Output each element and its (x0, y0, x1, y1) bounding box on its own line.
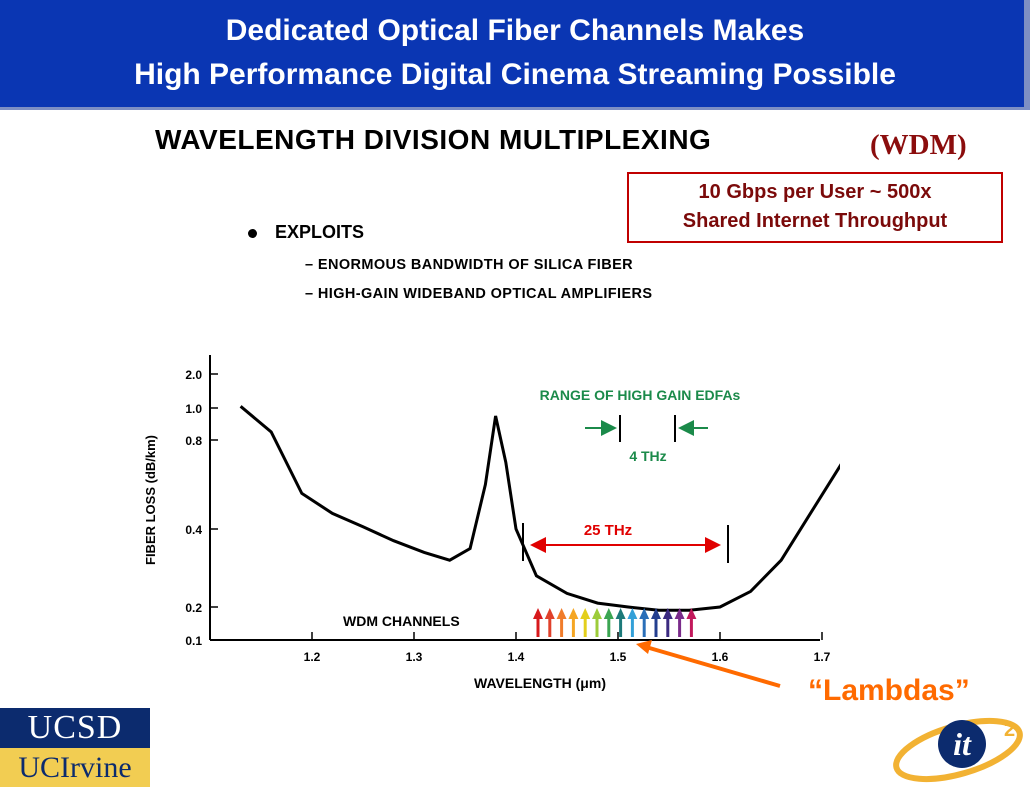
edfa-range-label: RANGE OF HIGH GAIN EDFAs (540, 387, 741, 403)
uci-logo: UCIrvine (0, 748, 150, 787)
bullet-label: EXPLOITS (275, 222, 365, 242)
wdm-channel-arrow (686, 608, 697, 637)
y-axis-label: FIBER LOSS (dB/km) (143, 435, 158, 565)
wdm-channel-arrows (533, 608, 697, 637)
fiber-loss-curve (239, 405, 840, 612)
wdm-channel-arrow (627, 608, 638, 637)
wdm-channel-arrow (603, 608, 614, 637)
x-tick-label: 1.7 (814, 650, 831, 664)
logo-it-text: it (953, 726, 972, 762)
y-tick-label: 2.0 (185, 368, 202, 382)
y-tick-label: 0.2 (185, 601, 202, 615)
wdm-channel-arrow (580, 608, 591, 637)
x-tick-label: 1.2 (304, 650, 321, 664)
ucsd-logo: UCSD (0, 708, 150, 748)
x-tick-label: 1.3 (406, 650, 423, 664)
lambdas-pointer-arrowhead (636, 640, 652, 654)
sub-bullet-1: – ENORMOUS BANDWIDTH OF SILICA FIBER (305, 257, 634, 273)
bullet-exploits: EXPLOITS (248, 222, 364, 243)
wdm-channels-label: WDM CHANNELS (343, 613, 460, 629)
wdm-channel-arrow (662, 608, 673, 637)
bullet-dot-icon (248, 228, 257, 238)
callout-line-2: Shared Internet Throughput (682, 210, 948, 232)
wdm-abbreviation: (WDM) (870, 129, 967, 161)
wdm-channel-arrow (639, 608, 650, 637)
y-tick-label: 1.0 (185, 402, 202, 416)
y-tick-label: 0.8 (185, 434, 202, 448)
wdm-channel-arrow (568, 608, 579, 637)
wdm-channel-arrow (544, 608, 555, 637)
title-bar: Dedicated Optical Fiber Channels Makes H… (0, 0, 1030, 110)
wdm-channel-arrow (533, 608, 543, 637)
x-tick-label: 1.5 (610, 650, 627, 664)
wdm-channel-arrow (556, 608, 567, 637)
lambdas-pointer-line (645, 645, 781, 688)
y-tick-label: 0.4 (185, 523, 202, 537)
x-ticks: 1.2 1.3 1.4 1.5 1.6 1.7 (304, 632, 831, 664)
throughput-callout: 10 Gbps per User ~ 500x Shared Internet … (627, 172, 1003, 243)
wdm-channel-arrow (592, 608, 602, 637)
wdm-channel-arrow (651, 608, 661, 637)
x-tick-label: 1.4 (508, 650, 525, 664)
title-line-1: Dedicated Optical Fiber Channels Makes (225, 14, 805, 47)
callout-line-1: 10 Gbps per User ~ 500x (698, 181, 932, 203)
section-heading: WAVELENGTH DIVISION MULTIPLEXING (155, 124, 712, 155)
wdm-channel-arrow (674, 608, 685, 637)
band-label: 25 THz (584, 522, 632, 539)
x-tick-label: 1.6 (712, 650, 729, 664)
title-line-2: High Performance Digital Cinema Streamin… (134, 58, 896, 91)
y-tick-label: 0.1 (185, 634, 202, 648)
y-ticks: 2.0 1.0 0.8 0.4 0.2 0.1 (185, 368, 218, 648)
fiber-loss-chart: 2.0 1.0 0.8 0.4 0.2 0.1 1.2 1.3 1.4 1.5 1.6 1.7 FI… (143, 355, 840, 691)
logo-disc (938, 720, 986, 768)
edfa-band-label: 4 THz (629, 448, 666, 464)
x-axis-label: WAVELENGTH (μm) (474, 675, 606, 691)
wdm-channel-arrow (615, 608, 626, 637)
it2-logo: it 2 (893, 717, 1023, 783)
logo-superscript: 2 (1004, 719, 1015, 741)
sub-bullet-2: – HIGH-GAIN WIDEBAND OPTICAL AMPLIFIERS (305, 286, 653, 302)
lambdas-label: “Lambdas” (808, 674, 970, 707)
